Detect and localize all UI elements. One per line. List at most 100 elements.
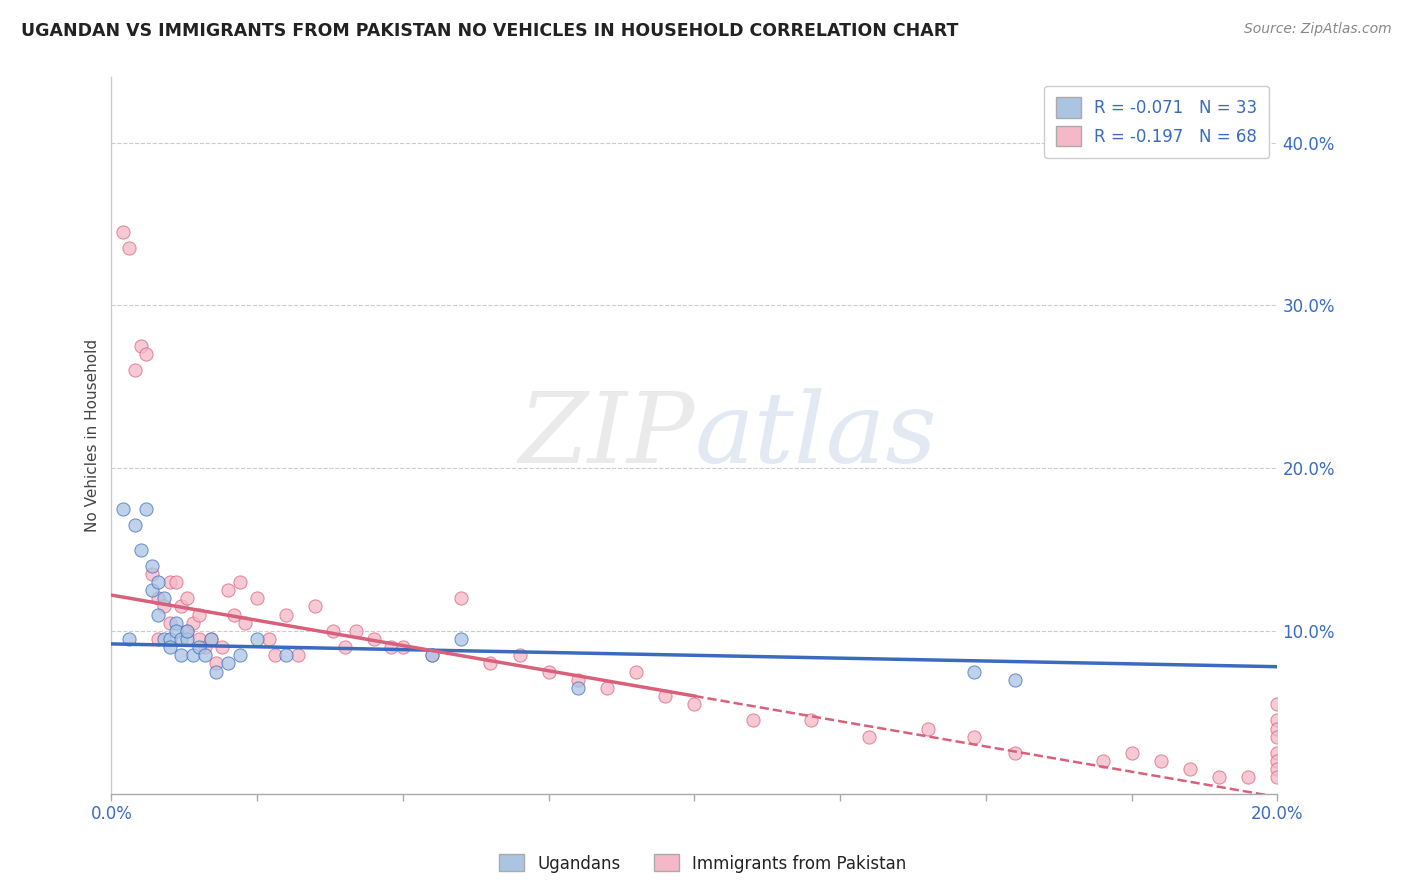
Point (1267, 730, 1289, 744)
Point (176, 624, 198, 638)
Point (683, 697, 706, 711)
Point (276, 648, 298, 663)
Point (129, 542, 152, 557)
Point (287, 648, 309, 663)
Point (118, 632, 141, 646)
Point (176, 624, 198, 638)
Point (200, 632, 222, 646)
Point (141, 583, 163, 598)
Point (420, 648, 443, 663)
Point (176, 591, 198, 606)
Point (118, 241, 141, 255)
Point (1267, 722, 1289, 736)
Point (380, 640, 402, 655)
Text: UGANDAN VS IMMIGRANTS FROM PAKISTAN NO VEHICLES IN HOUSEHOLD CORRELATION CHART: UGANDAN VS IMMIGRANTS FROM PAKISTAN NO V… (21, 22, 959, 40)
Point (1208, 771, 1230, 785)
Point (165, 615, 187, 630)
Legend: Ugandans, Immigrants from Pakistan: Ugandans, Immigrants from Pakistan (492, 847, 914, 880)
Point (1267, 714, 1289, 728)
Point (1267, 746, 1289, 760)
Point (170, 599, 193, 614)
Legend: R = -0.071   N = 33, R = -0.197   N = 68: R = -0.071 N = 33, R = -0.197 N = 68 (1045, 86, 1270, 158)
Point (624, 665, 647, 679)
Point (1091, 754, 1114, 768)
Point (187, 607, 209, 622)
Point (1237, 771, 1260, 785)
Point (176, 632, 198, 646)
Point (1267, 754, 1289, 768)
Point (228, 575, 250, 590)
Point (1004, 746, 1026, 760)
Point (187, 640, 209, 655)
Point (165, 575, 187, 590)
Point (322, 624, 344, 638)
Point (135, 347, 157, 361)
Point (450, 632, 472, 646)
Point (392, 640, 415, 655)
Text: ZIP: ZIP (519, 388, 695, 483)
Point (1267, 771, 1289, 785)
Point (159, 640, 181, 655)
Point (135, 501, 157, 516)
Point (450, 591, 472, 606)
Point (112, 225, 135, 239)
Point (170, 632, 193, 646)
Point (508, 648, 530, 663)
Point (170, 648, 193, 663)
Point (153, 591, 176, 606)
Point (228, 648, 250, 663)
Point (741, 714, 763, 728)
Point (1267, 762, 1289, 776)
Point (112, 501, 135, 516)
Point (146, 591, 169, 606)
Point (1178, 762, 1201, 776)
Point (124, 518, 146, 533)
Point (153, 632, 176, 646)
Point (146, 575, 169, 590)
Point (205, 657, 228, 671)
Point (246, 632, 269, 646)
Point (153, 599, 176, 614)
Point (963, 665, 986, 679)
Point (344, 624, 367, 638)
Point (257, 632, 280, 646)
Point (363, 632, 385, 646)
Point (181, 615, 204, 630)
Point (963, 730, 986, 744)
Point (222, 607, 245, 622)
Point (129, 339, 152, 353)
Text: Source: ZipAtlas.com: Source: ZipAtlas.com (1244, 22, 1392, 37)
Point (276, 607, 298, 622)
Point (159, 575, 181, 590)
Point (654, 689, 676, 703)
Point (567, 681, 589, 695)
Point (1267, 697, 1289, 711)
Point (159, 615, 181, 630)
Point (217, 583, 239, 598)
Point (596, 681, 619, 695)
Point (246, 591, 269, 606)
Point (211, 640, 233, 655)
Point (567, 673, 589, 687)
Point (165, 624, 187, 638)
Point (124, 363, 146, 377)
Point (800, 714, 823, 728)
Point (200, 632, 222, 646)
Point (1121, 746, 1143, 760)
Point (858, 730, 880, 744)
Text: atlas: atlas (695, 388, 938, 483)
Point (263, 648, 285, 663)
Point (194, 640, 217, 655)
Point (187, 632, 209, 646)
Point (420, 648, 443, 663)
Point (304, 599, 326, 614)
Point (146, 632, 169, 646)
Point (1150, 754, 1173, 768)
Point (205, 665, 228, 679)
Point (1004, 673, 1026, 687)
Point (479, 657, 502, 671)
Point (333, 640, 356, 655)
Point (146, 607, 169, 622)
Point (181, 648, 204, 663)
Point (141, 566, 163, 581)
